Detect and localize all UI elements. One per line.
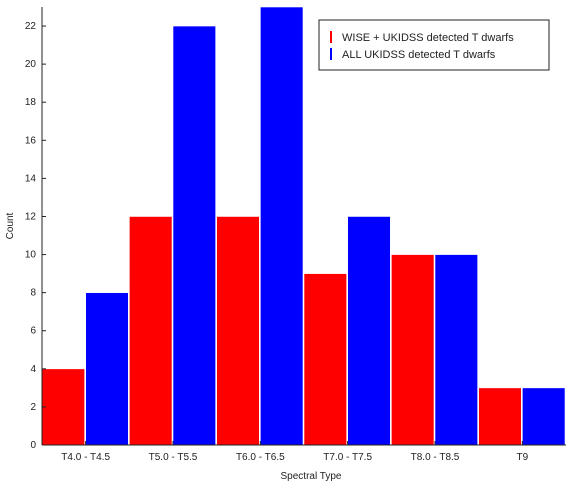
y-tick-label: 0	[30, 440, 36, 451]
x-tick-label: T6.0 - T6.5	[236, 452, 285, 463]
y-tick-label: 6	[30, 326, 36, 337]
y-axis-label: Count	[5, 212, 16, 239]
legend-box	[318, 19, 550, 71]
x-tick-label: T4.0 - T4.5	[61, 452, 110, 463]
bar-wise-5	[478, 387, 522, 446]
bar-ukidss-5	[522, 387, 566, 446]
legend: WISE + UKIDSS detected T dwarfs ALL UKID…	[318, 19, 550, 71]
bar-wise-2	[216, 216, 260, 446]
y-tick-label: 18	[25, 97, 37, 108]
y-tick-label: 2	[30, 402, 36, 413]
bar-ukidss-3	[347, 216, 391, 446]
y-tick-label: 8	[30, 288, 36, 299]
bar-ukidss-0	[85, 292, 129, 446]
y-tick-label: 10	[25, 250, 37, 261]
bars-group	[41, 6, 566, 446]
bar-ukidss-2	[260, 6, 304, 446]
y-ticks-group: 0 2 4 6 8 10 12 14 16 18 20 22	[25, 21, 46, 451]
x-tick-label: T7.0 - T7.5	[323, 452, 372, 463]
y-tick-label: 4	[30, 364, 36, 375]
bar-ukidss-4	[434, 254, 478, 446]
y-tick-label: 16	[25, 135, 37, 146]
bar-wise-3	[303, 273, 347, 446]
bar-ukidss-1	[172, 25, 216, 446]
y-tick-label: 22	[25, 21, 37, 32]
legend-label-wise: WISE + UKIDSS detected T dwarfs	[342, 32, 514, 44]
bar-wise-0	[41, 368, 85, 446]
legend-label-ukidss: ALL UKIDSS detected T dwarfs	[342, 49, 496, 61]
x-tick-label: T8.0 - T8.5	[411, 452, 460, 463]
bar-wise-1	[129, 216, 173, 446]
y-tick-label: 12	[25, 211, 37, 222]
x-tick-label: T5.0 - T5.5	[149, 452, 198, 463]
y-tick-label: 20	[25, 59, 37, 70]
x-tick-label: T9	[516, 452, 528, 463]
y-tick-label: 14	[25, 173, 37, 184]
x-axis-label: Spectral Type	[281, 471, 342, 482]
x-ticks-group: T4.0 - T4.5 T5.0 - T5.5 T6.0 - T6.5 T7.0 - …	[61, 441, 529, 463]
bar-wise-4	[391, 254, 435, 446]
